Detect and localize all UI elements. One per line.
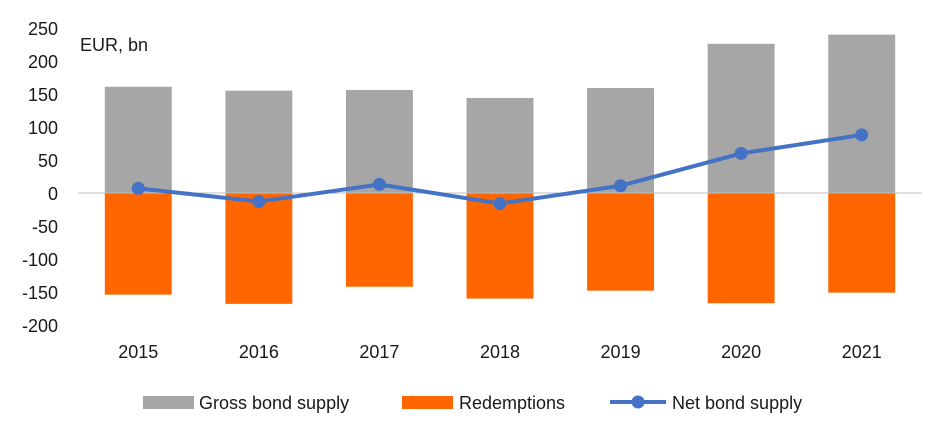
legend-swatch-gross [143, 396, 194, 409]
redemptions-bar-2016 [225, 193, 293, 304]
net-supply-point-2020 [734, 146, 748, 160]
net-supply-point-2021 [855, 128, 869, 142]
net-supply-point-2019 [614, 179, 628, 193]
redemptions-bar-2019 [587, 193, 655, 291]
gross-supply-bar-2016 [225, 90, 293, 193]
redemptions-bar-2020 [707, 193, 775, 304]
y-tick-label: -200 [22, 316, 58, 336]
x-tick-label: 2020 [721, 342, 761, 362]
y-tick-label: 50 [38, 151, 58, 171]
gross-supply-bar-2020 [707, 43, 775, 194]
y-tick-label: 100 [28, 118, 58, 138]
legend-label: Redemptions [459, 393, 565, 413]
redemptions-bar-2018 [466, 193, 534, 299]
redemptions-bar-2017 [345, 193, 413, 287]
y-tick-label: 150 [28, 85, 58, 105]
legend-swatch-redemptions [402, 396, 453, 409]
unit-label: EUR, bn [80, 35, 148, 55]
y-tick-label: -150 [22, 283, 58, 303]
net-supply-point-2015 [131, 181, 145, 195]
x-tick-label: 2017 [359, 342, 399, 362]
legend-label: Net bond supply [672, 393, 802, 413]
y-tick-label: 250 [28, 19, 58, 39]
redemptions-bar-2015 [104, 193, 172, 295]
y-axis: 250 200 150 100 50 0 -50 -100 -150 -200 [22, 19, 58, 336]
legend-swatch-net-marker [631, 395, 645, 409]
y-tick-label: -100 [22, 250, 58, 270]
x-tick-label: 2021 [842, 342, 882, 362]
redemptions-bar-2021 [828, 193, 896, 293]
x-axis: 2015 2016 2017 2018 2019 2020 2021 [118, 342, 881, 362]
x-tick-label: 2018 [480, 342, 520, 362]
gross-supply-bar-2015 [104, 86, 172, 193]
gross-supply-bar-2019 [587, 88, 655, 193]
x-tick-label: 2016 [239, 342, 279, 362]
gross-supply-bar-2018 [466, 97, 534, 193]
y-tick-label: -50 [32, 217, 58, 237]
x-tick-label: 2019 [601, 342, 641, 362]
x-tick-label: 2015 [118, 342, 158, 362]
net-supply-point-2017 [372, 177, 386, 191]
bars [104, 34, 896, 304]
legend-label: Gross bond supply [199, 393, 349, 413]
net-supply-point-2018 [493, 197, 507, 211]
y-tick-label: 200 [28, 52, 58, 72]
y-tick-label: 0 [48, 184, 58, 204]
legend: Gross bond supply Redemptions Net bond sup… [143, 393, 802, 413]
gross-supply-bar-2017 [345, 90, 413, 193]
gross-supply-bar-2021 [828, 34, 896, 193]
net-supply-point-2016 [252, 195, 266, 209]
net-line [131, 128, 869, 211]
